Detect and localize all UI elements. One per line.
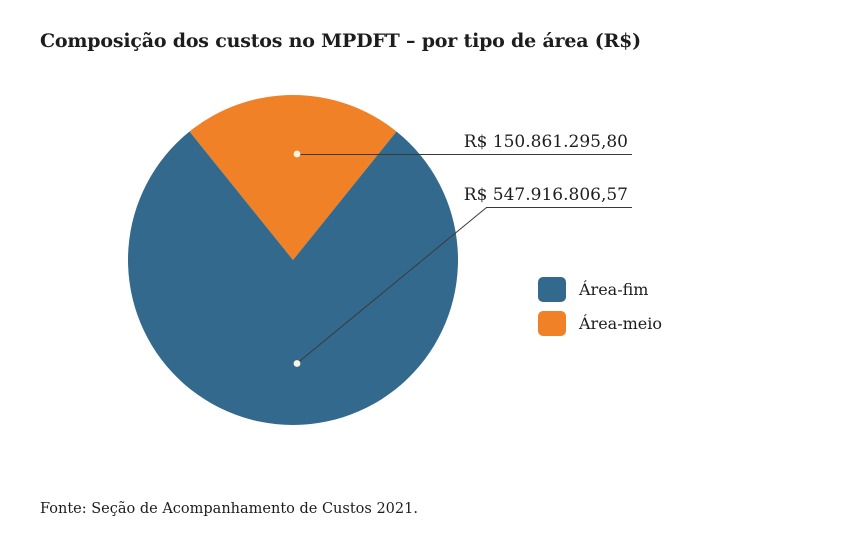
pie-slice-area-meio: [189, 95, 397, 260]
legend-label-area-meio: Área-meio: [579, 314, 663, 333]
legend-label-area-fim: Área-fim: [579, 280, 649, 299]
legend-item-area-fim: Área-fim: [538, 277, 662, 302]
legend-swatch-area-meio: [538, 311, 566, 336]
value-label-area-meio: R$ 150.861.295,80: [463, 132, 628, 152]
pie-slice-area-fim: [127, 131, 459, 426]
legend-item-area-meio: Área-meio: [538, 311, 662, 336]
leader-line-area-fim: [297, 207, 632, 363]
chart-title: Composição dos custos no MPDFT – por tip…: [40, 30, 641, 52]
legend-swatch-area-fim: [538, 277, 566, 302]
anchor-dot-area-fim: [293, 360, 301, 367]
pie-slices: [127, 95, 459, 426]
anchor-dot-area-meio: [293, 150, 301, 158]
value-label-area-fim: R$ 547.916.806,57: [463, 185, 628, 205]
legend: Área-fim Área-meio: [538, 277, 662, 336]
source-note: Fonte: Seção de Acompanhamento de Custos…: [40, 501, 418, 517]
